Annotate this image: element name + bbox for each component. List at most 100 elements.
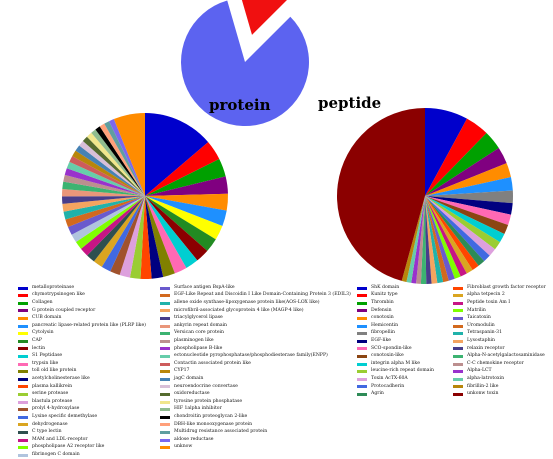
pie-slice-sco-spondin-like xyxy=(425,196,511,225)
legend-entry-c-c-chemokine-receptor: C-C chemokine receptor xyxy=(453,360,524,368)
legend-entry-trypsin-like: trypsin like xyxy=(18,360,58,368)
pie-slice-egf-like-repeat-and-discoidin-i-like-dom xyxy=(65,196,145,227)
legend-swatch xyxy=(18,453,28,457)
legend-label: Agrin xyxy=(371,391,384,397)
legend-swatch xyxy=(18,446,28,450)
pie-slice-phospholipase-b-like xyxy=(64,168,145,196)
pie-slice-versican-core-protein xyxy=(62,181,145,196)
pie-slice-allene-oxide-synthase-lipoxygenase-prote xyxy=(63,196,145,220)
legend-swatch xyxy=(160,408,170,412)
legend-label: Peptide toxin Am I xyxy=(467,299,511,305)
legend-entry-fibropellin: fibropellin xyxy=(357,330,395,338)
legend-entry-hemicentin: Hemicentin xyxy=(357,322,398,330)
legend-label: Defensin xyxy=(371,307,392,313)
legend-label: conotoxin-like xyxy=(371,353,404,359)
legend-label: ankyrin repeat domain xyxy=(174,322,228,328)
legend-label: Tetraspanin-31 xyxy=(467,330,503,336)
legend-swatch xyxy=(453,339,463,343)
legend-label: Matrilin xyxy=(467,307,486,313)
legend-label: Thrombin xyxy=(371,299,394,305)
pie-slice-ankyrin-repeat-domain xyxy=(62,188,145,197)
legend-entry-lysostaphin: Lysostaphin xyxy=(453,337,495,345)
pie-slice-fibropellin xyxy=(425,190,513,204)
legend-swatch xyxy=(357,301,367,305)
pie-slice-blastula-protease xyxy=(119,196,145,278)
legend-label: neuroendocrine convertase xyxy=(174,383,238,389)
legend-swatch xyxy=(18,301,28,305)
legend-entry-alpha-latrotoxin: alpha-latrotoxin xyxy=(453,375,504,383)
legend-swatch xyxy=(160,400,170,404)
legend-entry-unknow: unknow xyxy=(160,444,192,452)
legend-swatch xyxy=(18,286,28,290)
legend-entry-egf-like: EGF-like xyxy=(357,337,391,345)
legend-label: chondroitin proteoglycan 2-like xyxy=(174,413,248,419)
pie-slice-tetraspanin-31 xyxy=(425,196,444,284)
legend-entry-leucine-rich-repeat-domain: leucine-rich repeat domain xyxy=(357,368,434,376)
legend-label: oxidoreductase xyxy=(174,391,210,397)
pie-slice-lysine-specific-demethylase xyxy=(101,196,145,272)
legend-entry-toxin-actx-60a: Toxin AcTX-60A xyxy=(357,375,408,383)
legend-swatch xyxy=(453,324,463,328)
pie-slice-chymotrypsinogen-like xyxy=(145,142,220,196)
legend-label: Uromodulin xyxy=(467,322,495,328)
legend-entry-tyrosine-protein-phosphatase: tyrosine protein phosphatase xyxy=(160,398,242,406)
legend-label: Cytolysin xyxy=(32,330,54,336)
legend-label: relaxin receptor xyxy=(467,345,505,351)
legend-entry-ankyrin-repeat-domain: ankyrin repeat domain xyxy=(160,322,227,330)
pie-slice-defensin xyxy=(425,148,507,196)
pie-slice-conotoxin-like xyxy=(425,196,509,234)
legend-swatch xyxy=(357,316,367,320)
pie-slice-shk-domain xyxy=(425,108,467,196)
pie-slice-multidrug-resistance-associated-protein xyxy=(104,121,145,196)
pie-slice-ectonucleotide-pyrophosphatase-phosphodi xyxy=(66,161,145,196)
legend-swatch xyxy=(453,301,463,305)
legend-label: conotoxin xyxy=(371,315,394,321)
pie-slice-relaxin-receptor xyxy=(425,196,432,284)
legend-swatch xyxy=(453,354,463,358)
legend-swatch xyxy=(453,370,463,374)
legend-label: DBH-like monooxygenase protein xyxy=(174,421,253,427)
legend-label: Protocadherin xyxy=(371,383,405,389)
legend-entry-chymotrypsinogen-like: chymotrypsinogen like xyxy=(18,292,85,300)
pie-slice-fibroblast-growth-factor-receptor xyxy=(425,196,479,270)
legend-swatch xyxy=(357,362,367,366)
pie-slice-serine-protease xyxy=(129,196,145,279)
legend-swatch xyxy=(453,309,463,313)
legend-label: phospholipase B-like xyxy=(174,345,223,351)
legend-entry-cyp17: CYP17 xyxy=(160,368,189,376)
legend-swatch xyxy=(18,400,28,404)
legend-swatch xyxy=(453,294,463,298)
pie-slice-chondroitin-proteoglycan-2-like xyxy=(95,126,145,196)
legend-swatch xyxy=(18,324,28,328)
pie-slice-cytolysin xyxy=(145,196,223,240)
legend-label: alpha-latrotoxin xyxy=(467,375,505,381)
legend-swatch xyxy=(160,438,170,442)
legend-entry-fibrinogen-c-domain: fibrinogen C domain xyxy=(18,451,80,459)
pie-slice-integrin-alpha-m-like xyxy=(425,196,505,243)
legend-swatch xyxy=(18,294,28,298)
legend-entry-toll-old-like-protein: toll old like protein xyxy=(18,368,76,376)
pie-slice-hif-1alpha-inhibitor xyxy=(91,129,145,196)
legend-swatch xyxy=(453,377,463,381)
legend-entry-fibroblast-growth-factor-receptor: Fibroblast growth factor receptor xyxy=(453,284,546,292)
legend-entry-agrin: Agrin xyxy=(357,390,384,398)
pie-slice-conotoxin xyxy=(425,163,511,196)
legend-entry-taicatoxin: Taicatoxin xyxy=(453,314,491,322)
legend-label: C-C chemokine receptor xyxy=(467,360,524,366)
legend-label: G protein coupled receptor xyxy=(32,307,96,313)
legend-label: Alpha-LCT xyxy=(467,368,492,374)
pie-slice-s1-peptidase xyxy=(145,196,198,268)
legend-label: Multidrug resistance associated protein xyxy=(174,429,268,435)
legend-label: fibropellin xyxy=(371,330,395,336)
peptide-label: peptide xyxy=(318,94,382,112)
legend-swatch xyxy=(18,415,28,419)
pie-slice-peptide xyxy=(241,0,287,35)
pie-slice-thrombin xyxy=(425,133,499,196)
legend-swatch xyxy=(357,286,367,290)
pie-slice-alpha-n-acetylgalactosaminidase xyxy=(420,196,427,284)
legend-swatch xyxy=(18,377,28,381)
pie-slice-cub-domain xyxy=(145,193,228,211)
legend-label: ShK domain xyxy=(371,284,400,290)
legend-entry-shk-domain: ShK domain xyxy=(357,284,399,292)
legend-entry-blastula-protease: blastula protease xyxy=(18,398,72,406)
